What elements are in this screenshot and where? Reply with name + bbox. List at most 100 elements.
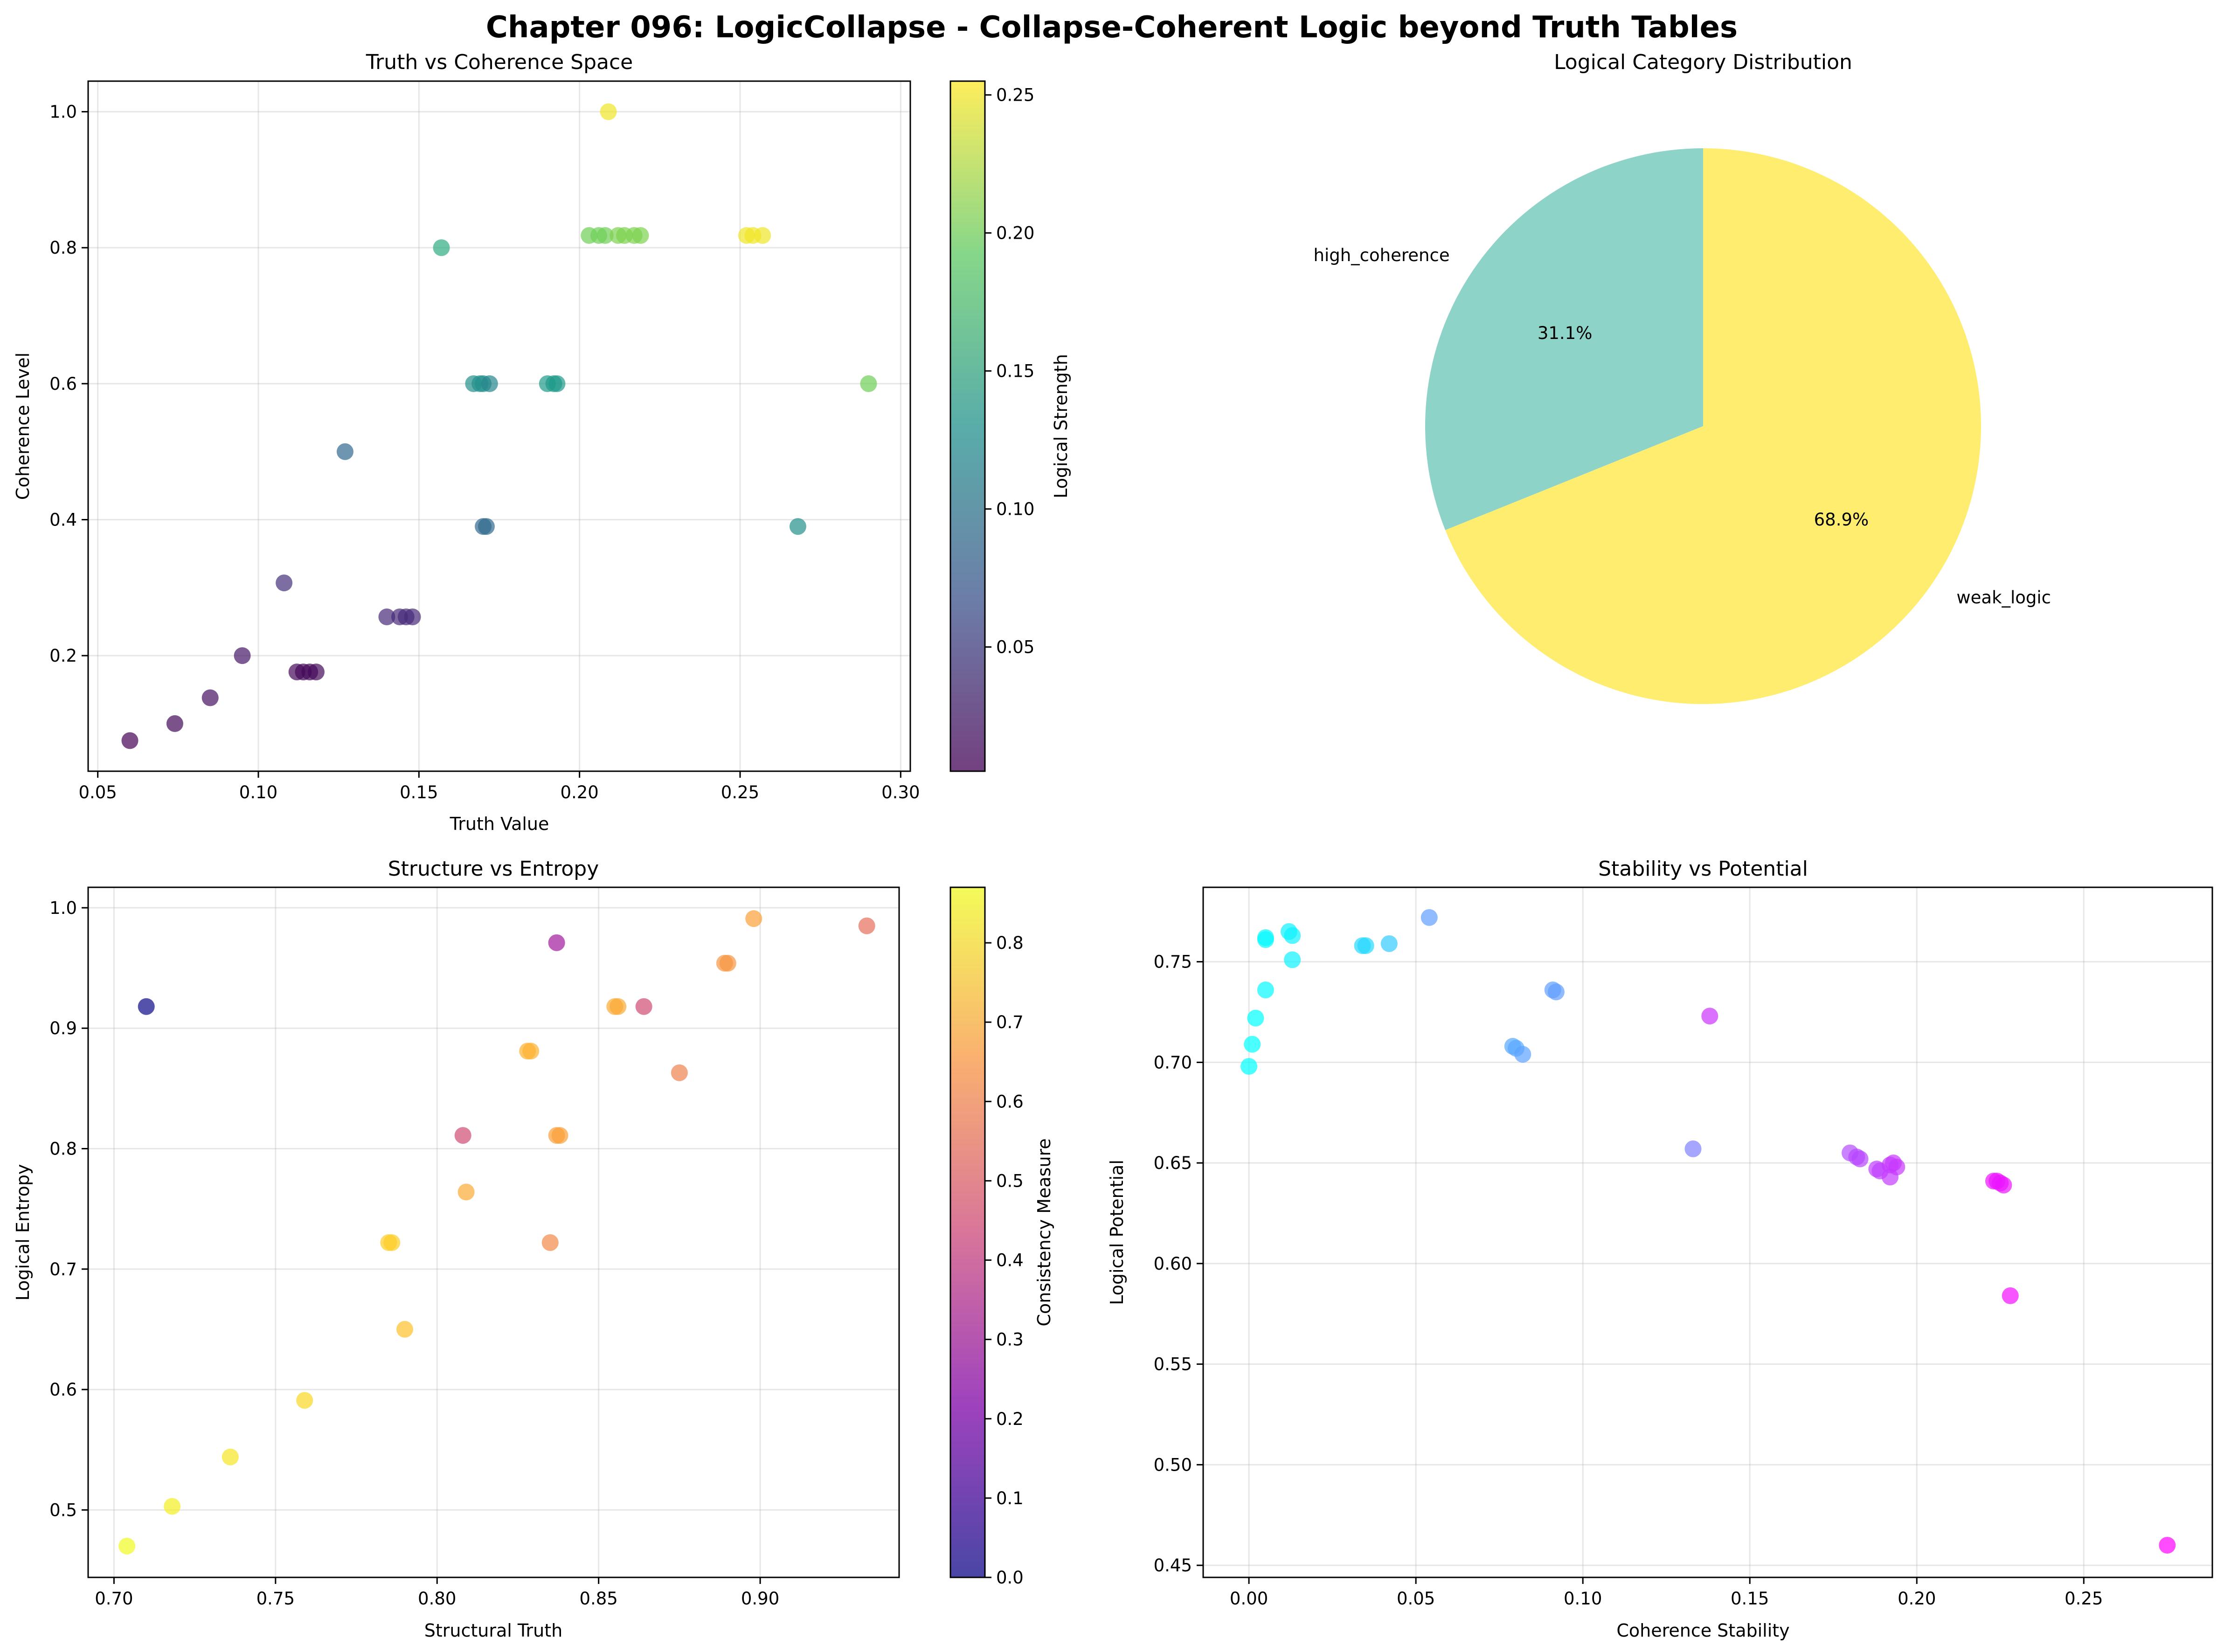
scatter-point: [1284, 927, 1301, 944]
x-tick-label: 0.25: [721, 782, 759, 802]
scatter-point: [378, 608, 395, 626]
scatter-point: [1995, 1176, 2012, 1194]
scatter-point: [858, 917, 875, 934]
scatter-point: [1284, 951, 1301, 968]
scatter-point: [433, 239, 450, 256]
colorbar-tick-label: 0.8: [996, 933, 1024, 953]
scatter-point: [548, 375, 566, 392]
panel-stability-potential: Stability vs Potential 0.00 0.05 0.10 0.15 0…: [1107, 857, 2213, 1641]
scatter-point: [522, 1043, 540, 1060]
scatter-point: [596, 227, 614, 244]
x-tick-label: 0.25: [2065, 1589, 2103, 1609]
colorbar-tick-label: 0.15: [996, 361, 1034, 381]
colorbar-tick-label: 0.20: [996, 223, 1034, 243]
plot-frame: [87, 80, 911, 772]
scatter-point: [336, 443, 353, 460]
scatter-point: [610, 998, 627, 1015]
y-tick-label: 0.6: [49, 1380, 77, 1400]
pie-slice-label: high_coherence: [1314, 245, 1450, 265]
scatter-point: [1240, 1058, 1258, 1075]
colorbar-tick-label: 0.25: [996, 85, 1034, 105]
y-tick-label: 0.8: [49, 238, 77, 258]
y-axis-label: Coherence Level: [13, 353, 33, 500]
y-tick-label: 0.7: [49, 1259, 77, 1279]
y-tick-label: 0.55: [1154, 1355, 1192, 1375]
scatter-point: [383, 1234, 401, 1251]
scatter-point: [296, 1392, 313, 1409]
figure-title: Chapter 096: LogicCollapse - Collapse-Co…: [486, 10, 1738, 45]
y-tick-label: 1.0: [49, 102, 77, 122]
x-axis-label: Coherence Stability: [1616, 1620, 1789, 1641]
y-tick-label: 0.4: [49, 510, 77, 530]
pie-slice: [1425, 148, 1703, 530]
x-tick-label: 0.00: [1230, 1589, 1268, 1609]
scatter-point: [1380, 935, 1398, 952]
x-tick-label: 0.10: [1564, 1589, 1602, 1609]
scatter-point: [1257, 982, 1274, 999]
colorbar: 0.0 0.1 0.2 0.3 0.4 0.5 0.6 0.7 0.8 Consistency …: [949, 886, 1054, 1588]
scatter-point: [307, 664, 325, 681]
x-tick-label: 0.15: [400, 782, 438, 802]
scatter-point: [118, 1537, 136, 1555]
colorbar-tick-label: 0.0: [996, 1568, 1024, 1588]
scatter-point: [166, 715, 183, 732]
scatter-point: [2159, 1536, 2176, 1554]
scatter-points: [1240, 909, 2176, 1554]
scatter-point: [121, 732, 139, 749]
y-tick-label: 0.45: [1154, 1555, 1192, 1576]
y-tick-label: 0.50: [1154, 1455, 1192, 1475]
x-tick-label: 0.75: [256, 1589, 295, 1609]
colorbar-tick-label: 0.5: [996, 1171, 1024, 1191]
y-tick-label: 0.65: [1154, 1153, 1192, 1173]
plot-frame: [87, 886, 900, 1578]
scatter-point: [164, 1498, 181, 1515]
scatter-point: [478, 518, 495, 535]
panel-truth-coherence: Truth vs Coherence Space 0.05 0.10 0.15 0.2…: [13, 50, 1071, 834]
scatter-point: [551, 1127, 568, 1144]
y-axis-label: Logical Entropy: [13, 1164, 33, 1301]
panel-category-pie: Logical Category Distribution high_coher…: [1314, 50, 2051, 704]
scatter-point: [1514, 1046, 1531, 1063]
panel-title: Logical Category Distribution: [1554, 50, 1852, 74]
scatter-point: [635, 998, 652, 1015]
panel-title: Stability vs Potential: [1598, 857, 1808, 881]
pie-slice: [1445, 148, 1981, 704]
scatter-point: [1257, 929, 1274, 946]
colorbar-tick-label: 0.05: [996, 637, 1034, 657]
x-tick-label: 0.30: [881, 782, 920, 802]
scatter-points: [121, 103, 877, 749]
pie-slice-label: weak_logic: [1956, 588, 2051, 608]
scatter-points: [118, 910, 875, 1555]
y-tick-label: 0.2: [49, 646, 77, 666]
colorbar-gradient: [949, 80, 986, 772]
scatter-point: [1684, 1140, 1702, 1157]
scatter-point: [1357, 937, 1374, 954]
y-tick-label: 0.9: [49, 1018, 77, 1038]
colorbar-gradient: [949, 886, 986, 1578]
scatter-point: [276, 574, 293, 592]
colorbar-tick-label: 0.4: [996, 1251, 1024, 1271]
colorbar-tick-label: 0.3: [996, 1330, 1024, 1350]
y-tick-label: 0.8: [49, 1139, 77, 1159]
y-tick-label: 1.0: [49, 898, 77, 918]
x-tick-label: 0.90: [741, 1589, 779, 1609]
scatter-point: [138, 998, 155, 1015]
scatter-point: [754, 227, 771, 244]
scatter-point: [1420, 909, 1438, 926]
panel-title: Truth vs Coherence Space: [366, 50, 633, 74]
scatter-point: [1888, 1158, 1905, 1175]
panel-structure-entropy: Structure vs Entropy 0.70 0.75 0.80 0.85 0.9…: [13, 857, 1054, 1641]
x-tick-label: 0.10: [239, 782, 277, 802]
colorbar: 0.05 0.10 0.15 0.20 0.25 Logical Strength: [949, 80, 1071, 772]
y-tick-label: 0.6: [49, 374, 77, 394]
scatter-point: [541, 1234, 559, 1251]
plot-frame: [1202, 886, 2213, 1578]
x-tick-label: 0.05: [78, 782, 117, 802]
scatter-point: [2002, 1287, 2019, 1304]
scatter-point: [404, 608, 421, 626]
y-tick-label: 0.5: [49, 1500, 77, 1520]
scatter-point: [1851, 1150, 1869, 1168]
scatter-point: [454, 1127, 471, 1144]
scatter-point: [222, 1448, 239, 1465]
scatter-point: [1701, 1008, 1718, 1025]
